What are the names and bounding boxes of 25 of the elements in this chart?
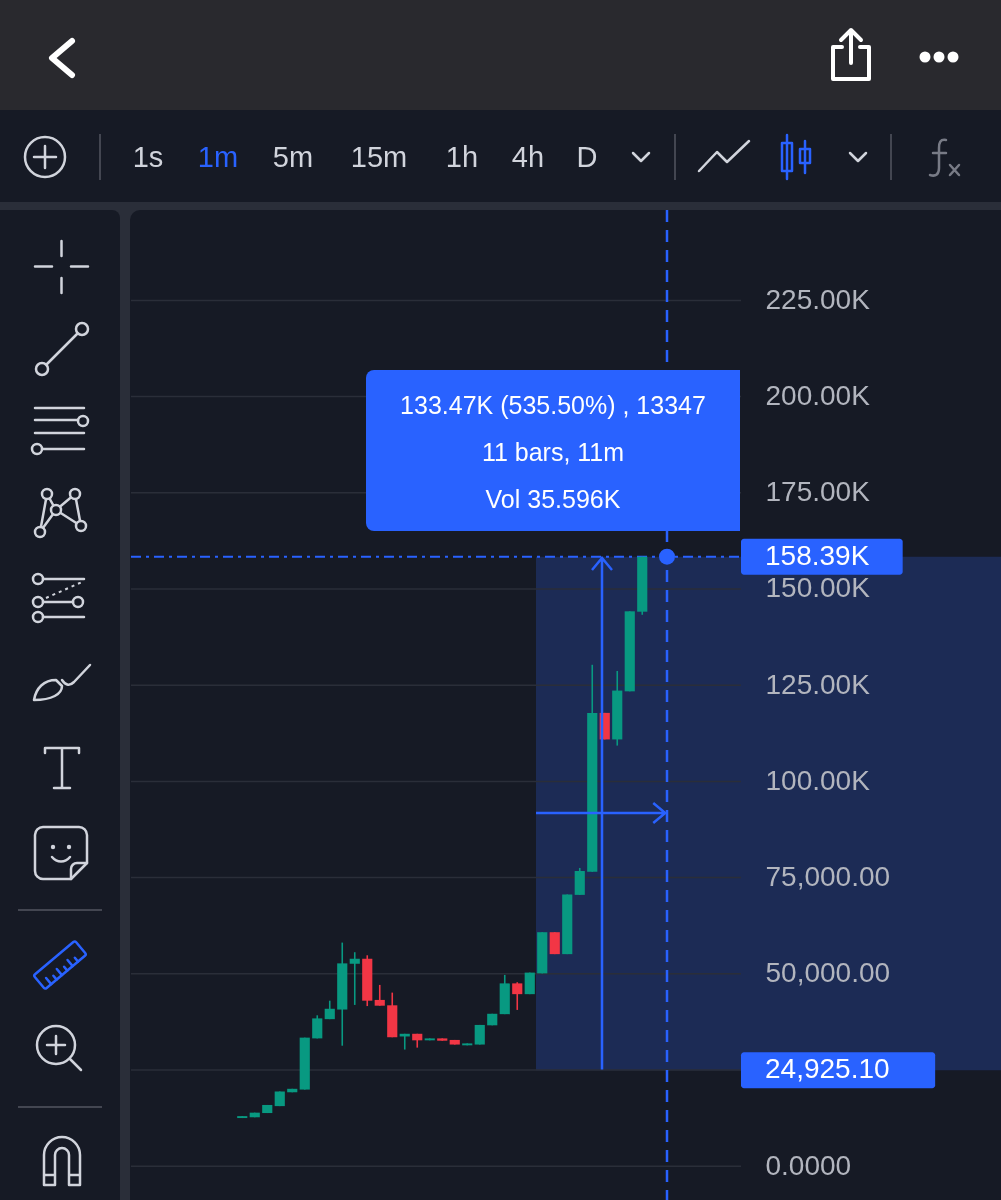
y-tick-label: 150.00K (765, 572, 871, 604)
text: 4h (511, 141, 545, 173)
band-label: 24,925.10 (765, 1053, 890, 1085)
annotation: Vol 35.596K (484, 484, 622, 514)
y-tick-label: 175.00K (765, 476, 871, 508)
y-tick-label: 75,000.00 (765, 861, 891, 893)
text: D (576, 141, 598, 173)
y-tick-label: 225.00K (765, 283, 871, 315)
text: 5m (272, 141, 314, 173)
candlestick (349, 951, 360, 1006)
y-tick-label: 200.00K (765, 380, 871, 412)
y-tick-label: 0.0000 (765, 1149, 852, 1181)
annotation: 133.47K (535.50%) , 13347 (399, 390, 707, 420)
text: 1s (132, 141, 164, 173)
candlestick (512, 981, 523, 1011)
candlestick (374, 984, 385, 1007)
text: 1m (197, 141, 239, 173)
text: 1h (445, 141, 479, 173)
candlestick (574, 867, 585, 896)
annotation: 11 bars, 11m (480, 437, 626, 467)
text: 15m (350, 141, 408, 173)
ref-line-label: 158.39K (765, 539, 870, 571)
y-tick-label: 50,000.00 (765, 957, 891, 989)
y-tick-label: 125.00K (765, 668, 871, 700)
y-tick-label: 100.00K (765, 764, 871, 796)
